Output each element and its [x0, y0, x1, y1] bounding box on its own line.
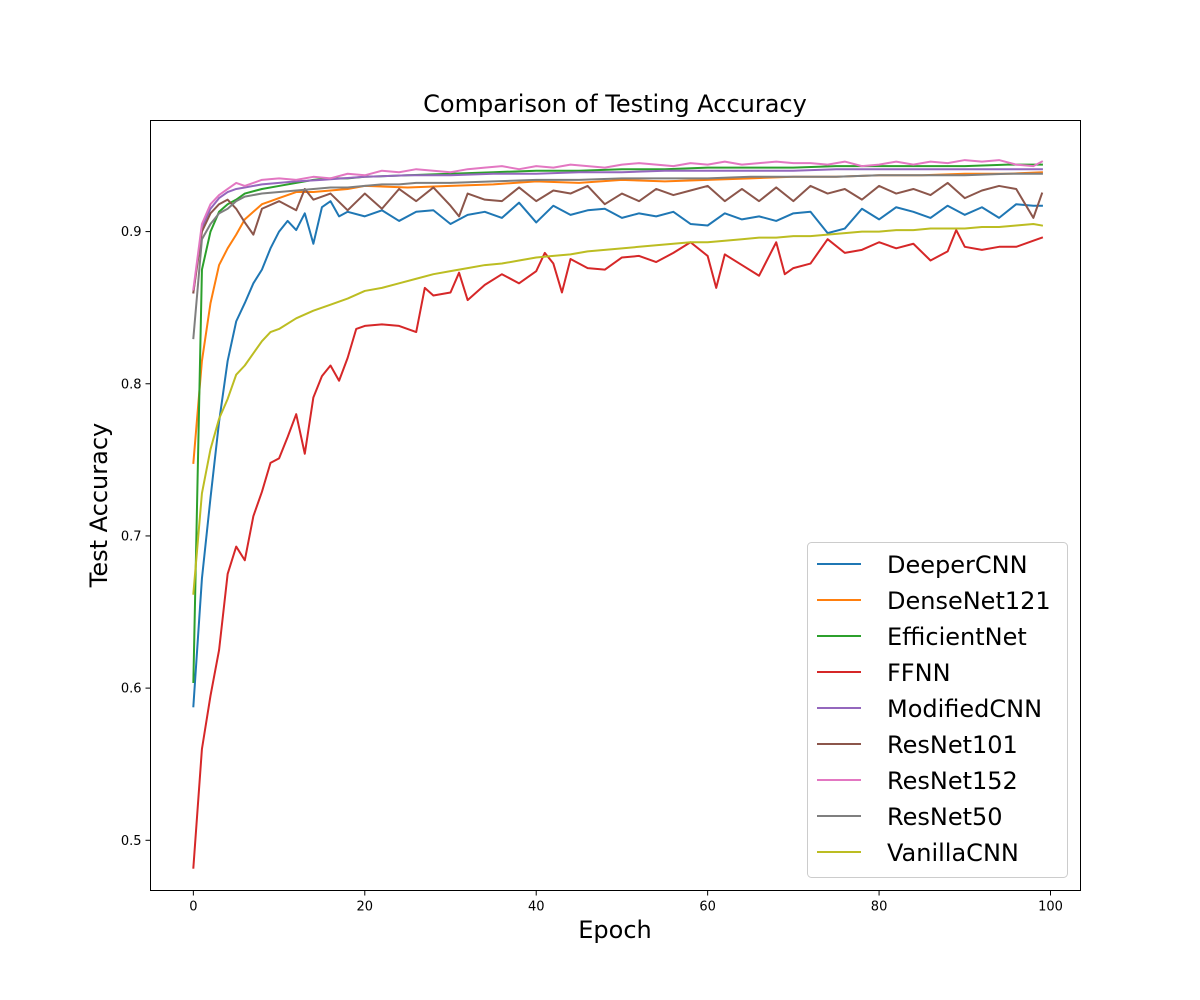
series-line-resnet50 [192, 172, 1043, 340]
legend-frame [807, 542, 1068, 878]
legend-label: EfficientNet [887, 623, 1027, 651]
y-tick-label: 0.7 [121, 529, 142, 544]
y-tick-label: 0.8 [121, 377, 142, 392]
legend-label: DeeperCNN [887, 551, 1028, 579]
series-line-resnet101 [192, 181, 1044, 294]
x-tick-label: 100 [1038, 900, 1063, 915]
y-axis-title: Test Accuracy [85, 423, 113, 588]
y-tick-label: 0.9 [121, 225, 142, 240]
legend-label: DenseNet121 [887, 587, 1051, 615]
legend: DeeperCNN DenseNet121 EfficientNet FFNN Modi… [807, 542, 1068, 878]
y-axis: 0.5 0.6 0.7 0.8 0.9 [121, 225, 151, 849]
y-tick-label: 0.6 [121, 682, 142, 697]
series-line-ffnn [192, 229, 1044, 869]
x-tick-label: 40 [528, 900, 545, 915]
x-tick-label: 0 [189, 900, 197, 915]
y-tick-label: 0.5 [121, 834, 142, 849]
legend-label: VanillaCNN [887, 839, 1019, 867]
x-axis: 0 20 40 60 80 100 [189, 890, 1063, 915]
x-tick-label: 20 [357, 900, 374, 915]
series-line-modifiedcnn [192, 168, 1043, 294]
legend-label: ResNet101 [887, 731, 1018, 759]
series-line-vanillacnn [192, 222, 1044, 595]
legend-label: ResNet50 [887, 803, 1003, 831]
plot-area-frame [150, 120, 1081, 891]
legend-label: FFNN [887, 659, 951, 687]
x-axis-title: Epoch [578, 916, 652, 944]
chart-title: Comparison of Testing Accuracy [423, 90, 807, 118]
series-line-deepercnn [192, 200, 1043, 708]
x-tick-label: 80 [871, 900, 888, 915]
x-tick-label: 60 [699, 900, 716, 915]
series-layer [192, 159, 1044, 869]
legend-label: ResNet152 [887, 767, 1018, 795]
legend-label: ModifiedCNN [887, 695, 1042, 723]
series-line-resnet152 [192, 159, 1044, 291]
